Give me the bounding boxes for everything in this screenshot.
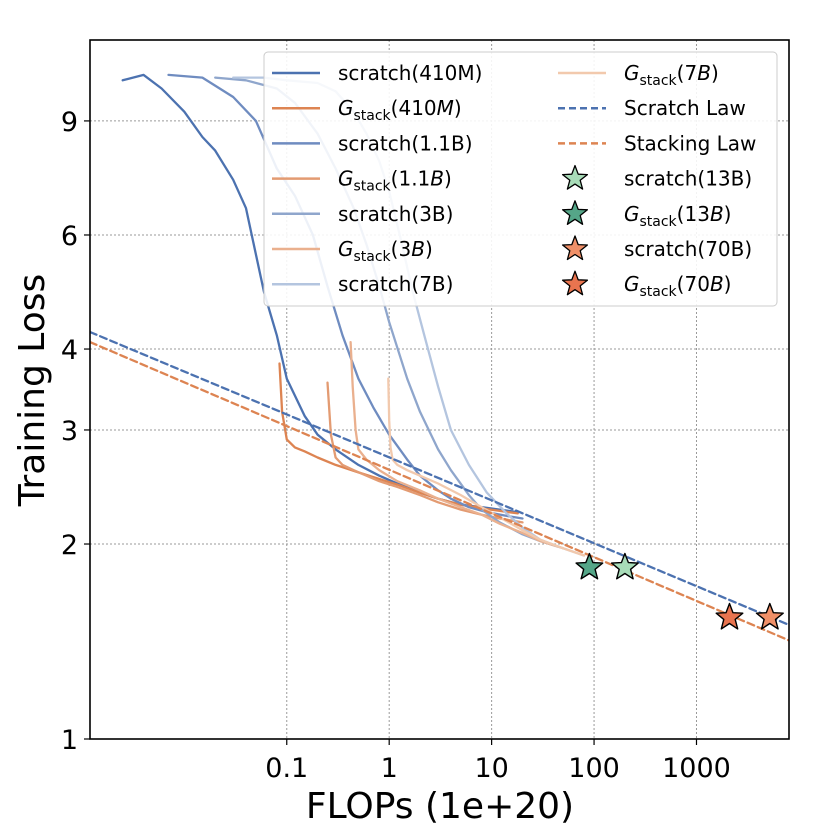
legend-label-scratch-70b-: scratch(70B): [624, 237, 752, 261]
legend: scratch(410M)Gstack(410M)scratch(1.1B)Gs…: [263, 51, 778, 307]
legend-label-scratch-410m-: scratch(410M): [338, 61, 482, 85]
legend-text-part: ): [425, 237, 433, 261]
plot-frame: [89, 39, 790, 740]
legend-label-scratch-7b-: scratch(7B): [338, 272, 453, 296]
legend-text-part: (3: [391, 237, 412, 261]
legend-text-part: B: [710, 202, 724, 226]
x-tick-label: 100: [568, 753, 620, 784]
legend-text-part: (410: [391, 96, 437, 120]
legend-star-scratch-70b-: [561, 235, 589, 261]
legend-text-part: (70: [677, 272, 710, 296]
legend-text-part: G: [624, 272, 640, 296]
legend-text-part: stack: [640, 214, 678, 230]
legend-text-part: (1.1: [391, 167, 431, 191]
x-tick-label: 1000: [662, 753, 731, 784]
y-tick-label: 6: [61, 221, 78, 252]
legend-text-part: scratch(7B): [338, 272, 453, 296]
legend-text-part: B: [710, 272, 724, 296]
series-line-scratch-1-1b-: [167, 73, 524, 520]
series-line-gstack-3b-: [349, 340, 565, 550]
x-tick-label: 0.1: [265, 753, 308, 784]
legend-label-gstack-13b-: Gstack(13B): [624, 202, 731, 230]
series-line-gstack-7b-: [387, 377, 586, 557]
legend-text-part: Stacking Law: [624, 131, 756, 155]
series-line-gstack-1-1b-: [326, 381, 524, 524]
series-line-stacking-law: [90, 340, 789, 642]
legend-text-part: B: [411, 237, 425, 261]
legend-text-part: ): [454, 96, 462, 120]
marker-gstack-13b-: [575, 552, 604, 580]
y-tick-label: 1: [61, 725, 78, 756]
legend-label-gstack-1-1b-: Gstack(1.1B): [338, 167, 452, 195]
y-tick-label: 4: [61, 335, 78, 366]
legend-text-part: stack: [354, 249, 392, 265]
legend-text-part: B: [697, 61, 711, 85]
legend-text-part: Scratch Law: [624, 96, 746, 120]
y-axis-label: Training Loss: [12, 274, 53, 507]
legend-text-part: stack: [354, 179, 392, 195]
legend-text-part: G: [624, 61, 640, 85]
y-tick-label: 2: [61, 530, 78, 561]
legend-text-part: G: [624, 202, 640, 226]
x-axis-label: FLOPs (1e+20): [306, 786, 574, 827]
axis-ticks: 0.1 1 10 100 1000 1 2 3 4 6 9: [61, 107, 731, 784]
legend-text-part: M: [437, 96, 454, 120]
y-tick-label: 9: [61, 107, 78, 138]
marker-scratch-70b-: [755, 602, 784, 630]
legend-label-gstack-7b-: Gstack(7B): [624, 61, 719, 89]
legend-text-part: stack: [354, 108, 392, 124]
legend-label-scratch-13b-: scratch(13B): [624, 167, 752, 191]
legend-text-part: scratch(70B): [624, 237, 752, 261]
legend-text-part: ): [724, 202, 732, 226]
legend-text-part: stack: [640, 73, 678, 89]
legend-label-gstack-410m-: Gstack(410M): [338, 96, 462, 124]
legend-label-scratch-1-1b-: scratch(1.1B): [338, 131, 473, 155]
legend-text-part: ): [444, 167, 452, 191]
x-tick-label: 1: [381, 753, 398, 784]
legend-label-scratch-law: Scratch Law: [624, 96, 746, 120]
y-tick-label: 3: [61, 416, 78, 447]
legend-text-part: stack: [640, 284, 678, 300]
legend-text-part: ): [711, 61, 719, 85]
legend-text-part: scratch(1.1B): [338, 131, 473, 155]
legend-label-gstack-3b-: Gstack(3B): [338, 237, 433, 265]
series-line-scratch-law: [90, 330, 789, 627]
legend-text-part: scratch(13B): [624, 167, 752, 191]
legend-text-part: (13: [677, 202, 710, 226]
legend-box: [263, 51, 778, 307]
legend-label-gstack-70b-: Gstack(70B): [624, 272, 731, 300]
x-tick-label: 10: [474, 753, 508, 784]
marker-scratch-13b-: [610, 552, 639, 580]
legend-text-part: G: [338, 96, 354, 120]
legend-text-part: G: [338, 167, 354, 191]
legend-text-part: (7: [677, 61, 698, 85]
legend-text-part: scratch(410M): [338, 61, 482, 85]
legend-text-part: ): [724, 272, 732, 296]
legend-star-gstack-13b-: [561, 200, 589, 225]
legend-star-scratch-13b-: [561, 164, 589, 190]
legend-text-part: scratch(3B): [338, 202, 453, 226]
legend-text-part: G: [338, 237, 354, 261]
legend-text-part: B: [430, 167, 444, 191]
legend-star-gstack-70b-: [561, 270, 589, 296]
marker-gstack-70b-: [715, 602, 744, 630]
legend-label-stacking-law: Stacking Law: [624, 131, 756, 155]
legend-label-scratch-3b-: scratch(3B): [338, 202, 453, 226]
star-markers: [575, 552, 784, 630]
